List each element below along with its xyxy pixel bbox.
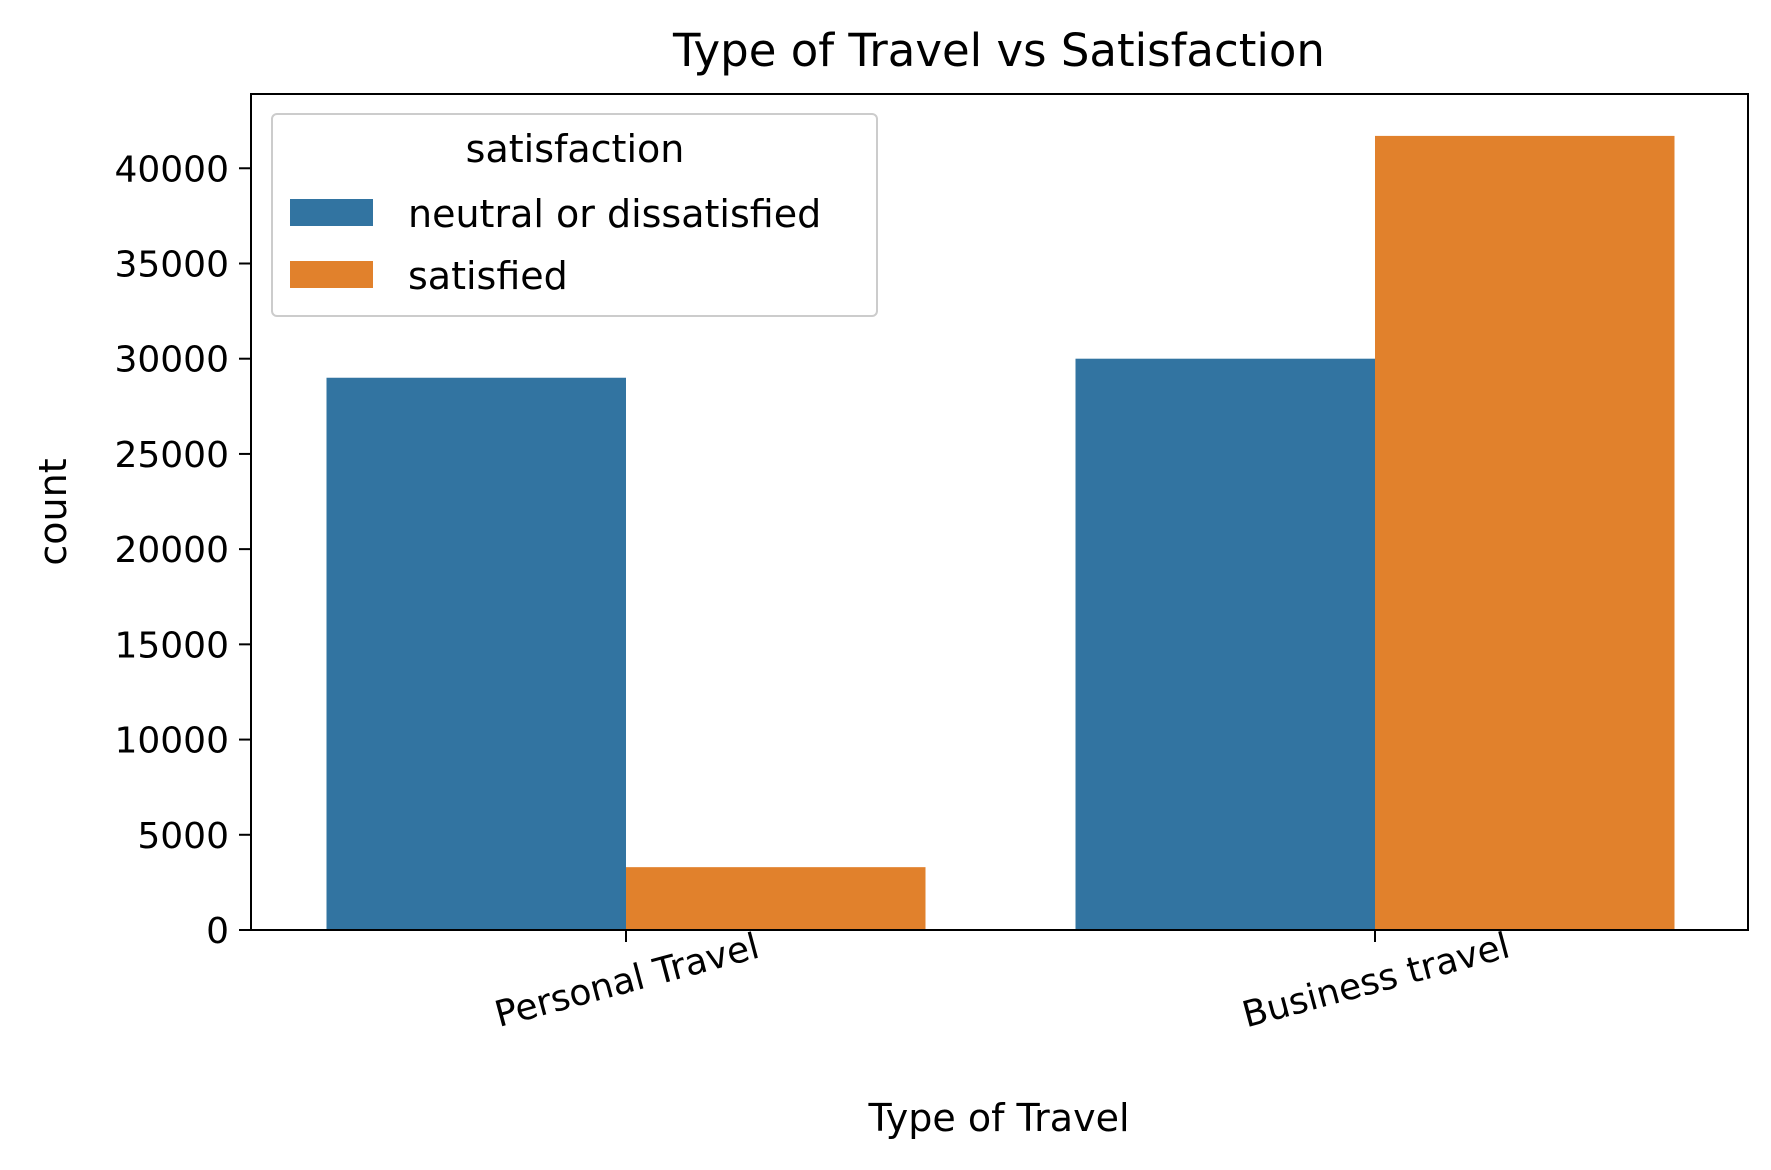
legend-swatch-neutral-or-dissatisfied: [290, 199, 373, 226]
bar-personal-travel-neutral-or-dissatisfied: [326, 377, 626, 930]
y-tick-label-40000: 40000: [114, 149, 229, 190]
y-axis-title: count: [31, 458, 75, 565]
y-tick-label-30000: 30000: [114, 340, 229, 381]
x-axis-title: Type of Travel: [867, 1096, 1129, 1140]
y-tick-label-5000: 5000: [137, 816, 229, 857]
legend: satisfaction neutral or dissatisfied sat…: [271, 113, 878, 317]
bar-business-travel-satisfied: [1375, 135, 1675, 930]
x-tick-label-business-travel: Business travel: [1238, 926, 1514, 1037]
bars-layer: [326, 135, 1675, 930]
chart-title: Type of Travel vs Satisfaction: [672, 24, 1325, 77]
legend-frame: [271, 113, 878, 317]
plot-frame: [250, 93, 1749, 931]
legend-label-neutral-or-dissatisfied: neutral or dissatisfied: [408, 192, 821, 236]
y-tick-label-20000: 20000: [114, 530, 229, 571]
legend-title: satisfaction: [466, 127, 685, 171]
y-tick-label-35000: 35000: [114, 244, 229, 285]
y-tick-label-15000: 15000: [114, 625, 229, 666]
y-tick-label-10000: 10000: [114, 721, 229, 762]
bar-personal-travel-satisfied: [626, 867, 926, 930]
y-tick-label-0: 0: [206, 911, 229, 952]
y-axis: 0 5000 10000 15000 20000 25000 30000 35000 40000: [114, 149, 251, 952]
y-tick-label-25000: 25000: [114, 435, 229, 476]
x-axis: Personal Travel Business travel: [491, 926, 1514, 1037]
legend-label-satisfied: satisfied: [408, 254, 568, 298]
legend-swatch-satisfied: [290, 261, 373, 288]
bar-business-travel-neutral-or-dissatisfied: [1075, 358, 1375, 930]
x-tick-label-personal-travel: Personal Travel: [491, 926, 764, 1036]
